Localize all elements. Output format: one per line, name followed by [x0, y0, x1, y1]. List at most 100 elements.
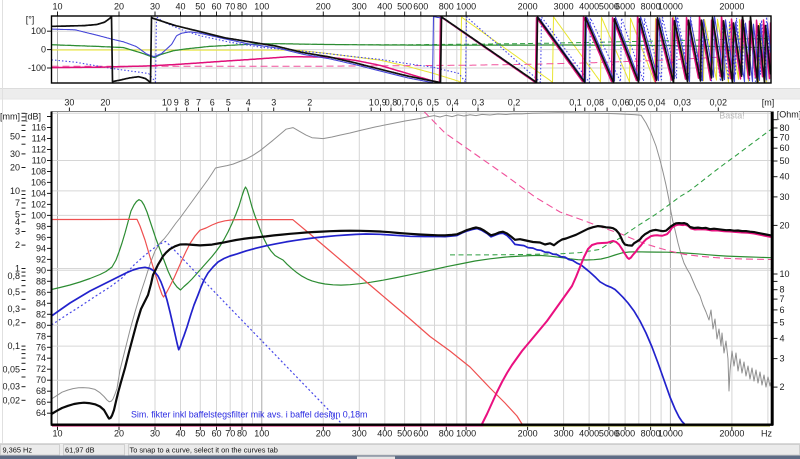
svg-text:[m]: [m] [762, 98, 775, 108]
svg-text:0,05: 0,05 [628, 98, 646, 108]
svg-text:0,05: 0,05 [2, 365, 20, 375]
svg-text:100: 100 [254, 2, 269, 12]
svg-text:0: 0 [41, 45, 46, 55]
svg-text:20: 20 [114, 429, 124, 439]
svg-text:200: 200 [316, 429, 331, 439]
svg-text:800: 800 [439, 429, 454, 439]
svg-text:10: 10 [780, 269, 790, 279]
svg-text:50: 50 [780, 156, 790, 166]
svg-text:80: 80 [237, 2, 247, 12]
svg-text:50: 50 [10, 132, 20, 142]
svg-text:0,2: 0,2 [7, 318, 20, 328]
svg-text:8000: 8000 [641, 2, 661, 12]
svg-text:0,8: 0,8 [385, 98, 398, 108]
svg-text:100: 100 [31, 210, 46, 220]
svg-text:0,7: 0,7 [397, 98, 410, 108]
svg-text:82: 82 [36, 309, 46, 319]
svg-text:0,04: 0,04 [648, 98, 666, 108]
svg-text:0,03: 0,03 [674, 98, 692, 108]
svg-text:1: 1 [15, 264, 20, 274]
svg-text:76: 76 [36, 342, 46, 352]
svg-text:50: 50 [195, 429, 205, 439]
svg-text:104: 104 [31, 188, 46, 198]
svg-text:3000: 3000 [554, 2, 574, 12]
svg-text:3: 3 [15, 227, 20, 237]
svg-text:10: 10 [52, 429, 62, 439]
svg-text:30: 30 [150, 2, 160, 12]
svg-text:92: 92 [36, 254, 46, 264]
svg-text:To snap to a curve, select it: To snap to a curve, select it on the cur… [130, 446, 278, 455]
svg-text:5: 5 [15, 209, 20, 219]
svg-text:0,5: 0,5 [426, 98, 439, 108]
svg-text:90: 90 [36, 265, 46, 275]
svg-text:Hz: Hz [761, 429, 772, 439]
svg-text:0,02: 0,02 [2, 395, 20, 405]
svg-text:0,3: 0,3 [7, 304, 20, 314]
svg-text:8000: 8000 [641, 429, 661, 439]
svg-text:600: 600 [413, 429, 428, 439]
svg-text:4: 4 [780, 333, 785, 343]
svg-text:6: 6 [210, 98, 215, 108]
svg-text:2: 2 [780, 382, 785, 392]
svg-text:20000: 20000 [719, 429, 744, 439]
svg-text:5000: 5000 [599, 429, 619, 439]
svg-text:600: 600 [413, 2, 428, 12]
svg-text:300: 300 [352, 429, 367, 439]
svg-text:84: 84 [36, 298, 46, 308]
svg-text:20: 20 [780, 220, 790, 230]
svg-text:40: 40 [175, 429, 185, 439]
svg-text:0,1: 0,1 [569, 98, 582, 108]
svg-text:0,08: 0,08 [587, 98, 605, 108]
svg-text:2: 2 [15, 240, 20, 250]
svg-text:10: 10 [10, 186, 20, 196]
svg-text:9: 9 [174, 98, 179, 108]
svg-text:80: 80 [36, 320, 46, 330]
svg-text:114: 114 [32, 134, 46, 144]
svg-text:60: 60 [211, 2, 221, 12]
svg-text:108: 108 [31, 167, 46, 177]
svg-text:112: 112 [32, 145, 46, 155]
svg-text:10: 10 [162, 98, 172, 108]
svg-text:0,1: 0,1 [7, 341, 20, 351]
svg-text:0,8: 0,8 [7, 271, 20, 281]
svg-text:300: 300 [352, 2, 367, 12]
svg-text:0,02: 0,02 [710, 98, 728, 108]
svg-text:6000: 6000 [615, 2, 635, 12]
svg-text:20: 20 [114, 2, 124, 12]
svg-text:800: 800 [439, 2, 454, 12]
svg-text:[°]: [°] [26, 15, 35, 25]
svg-text:70: 70 [225, 2, 235, 12]
svg-text:10000: 10000 [658, 2, 683, 12]
svg-text:1: 1 [369, 98, 374, 108]
svg-text:7: 7 [780, 294, 785, 304]
svg-text:30: 30 [150, 429, 160, 439]
svg-text:2000: 2000 [518, 429, 538, 439]
svg-text:70: 70 [225, 429, 235, 439]
svg-text:8: 8 [780, 285, 785, 295]
svg-text:10: 10 [52, 2, 62, 12]
svg-text:96: 96 [36, 232, 46, 242]
svg-text:-100: -100 [28, 63, 46, 73]
svg-text:6: 6 [780, 305, 785, 315]
svg-text:80: 80 [237, 429, 247, 439]
svg-text:60: 60 [211, 429, 221, 439]
svg-text:1000: 1000 [456, 429, 476, 439]
svg-text:0,6: 0,6 [410, 98, 423, 108]
svg-text:5000: 5000 [599, 2, 619, 12]
svg-text:9,365 Hz: 9,365 Hz [3, 446, 33, 455]
svg-text:40: 40 [780, 172, 790, 182]
svg-text:7: 7 [196, 98, 201, 108]
svg-text:70: 70 [36, 375, 46, 385]
svg-text:64: 64 [36, 408, 46, 418]
svg-text:4000: 4000 [579, 429, 599, 439]
svg-text:[Ohm]: [Ohm] [777, 110, 800, 120]
svg-text:50: 50 [195, 2, 205, 12]
svg-text:4000: 4000 [579, 2, 599, 12]
svg-text:70: 70 [780, 132, 790, 142]
svg-text:400: 400 [377, 429, 392, 439]
svg-text:0,5: 0,5 [7, 287, 20, 297]
svg-text:Sim. fikter inkl baffelstegsfi: Sim. fikter inkl baffelstegsfilter mik a… [131, 410, 367, 420]
svg-text:20000: 20000 [719, 2, 744, 12]
svg-text:106: 106 [31, 177, 46, 187]
svg-text:30: 30 [10, 149, 20, 159]
